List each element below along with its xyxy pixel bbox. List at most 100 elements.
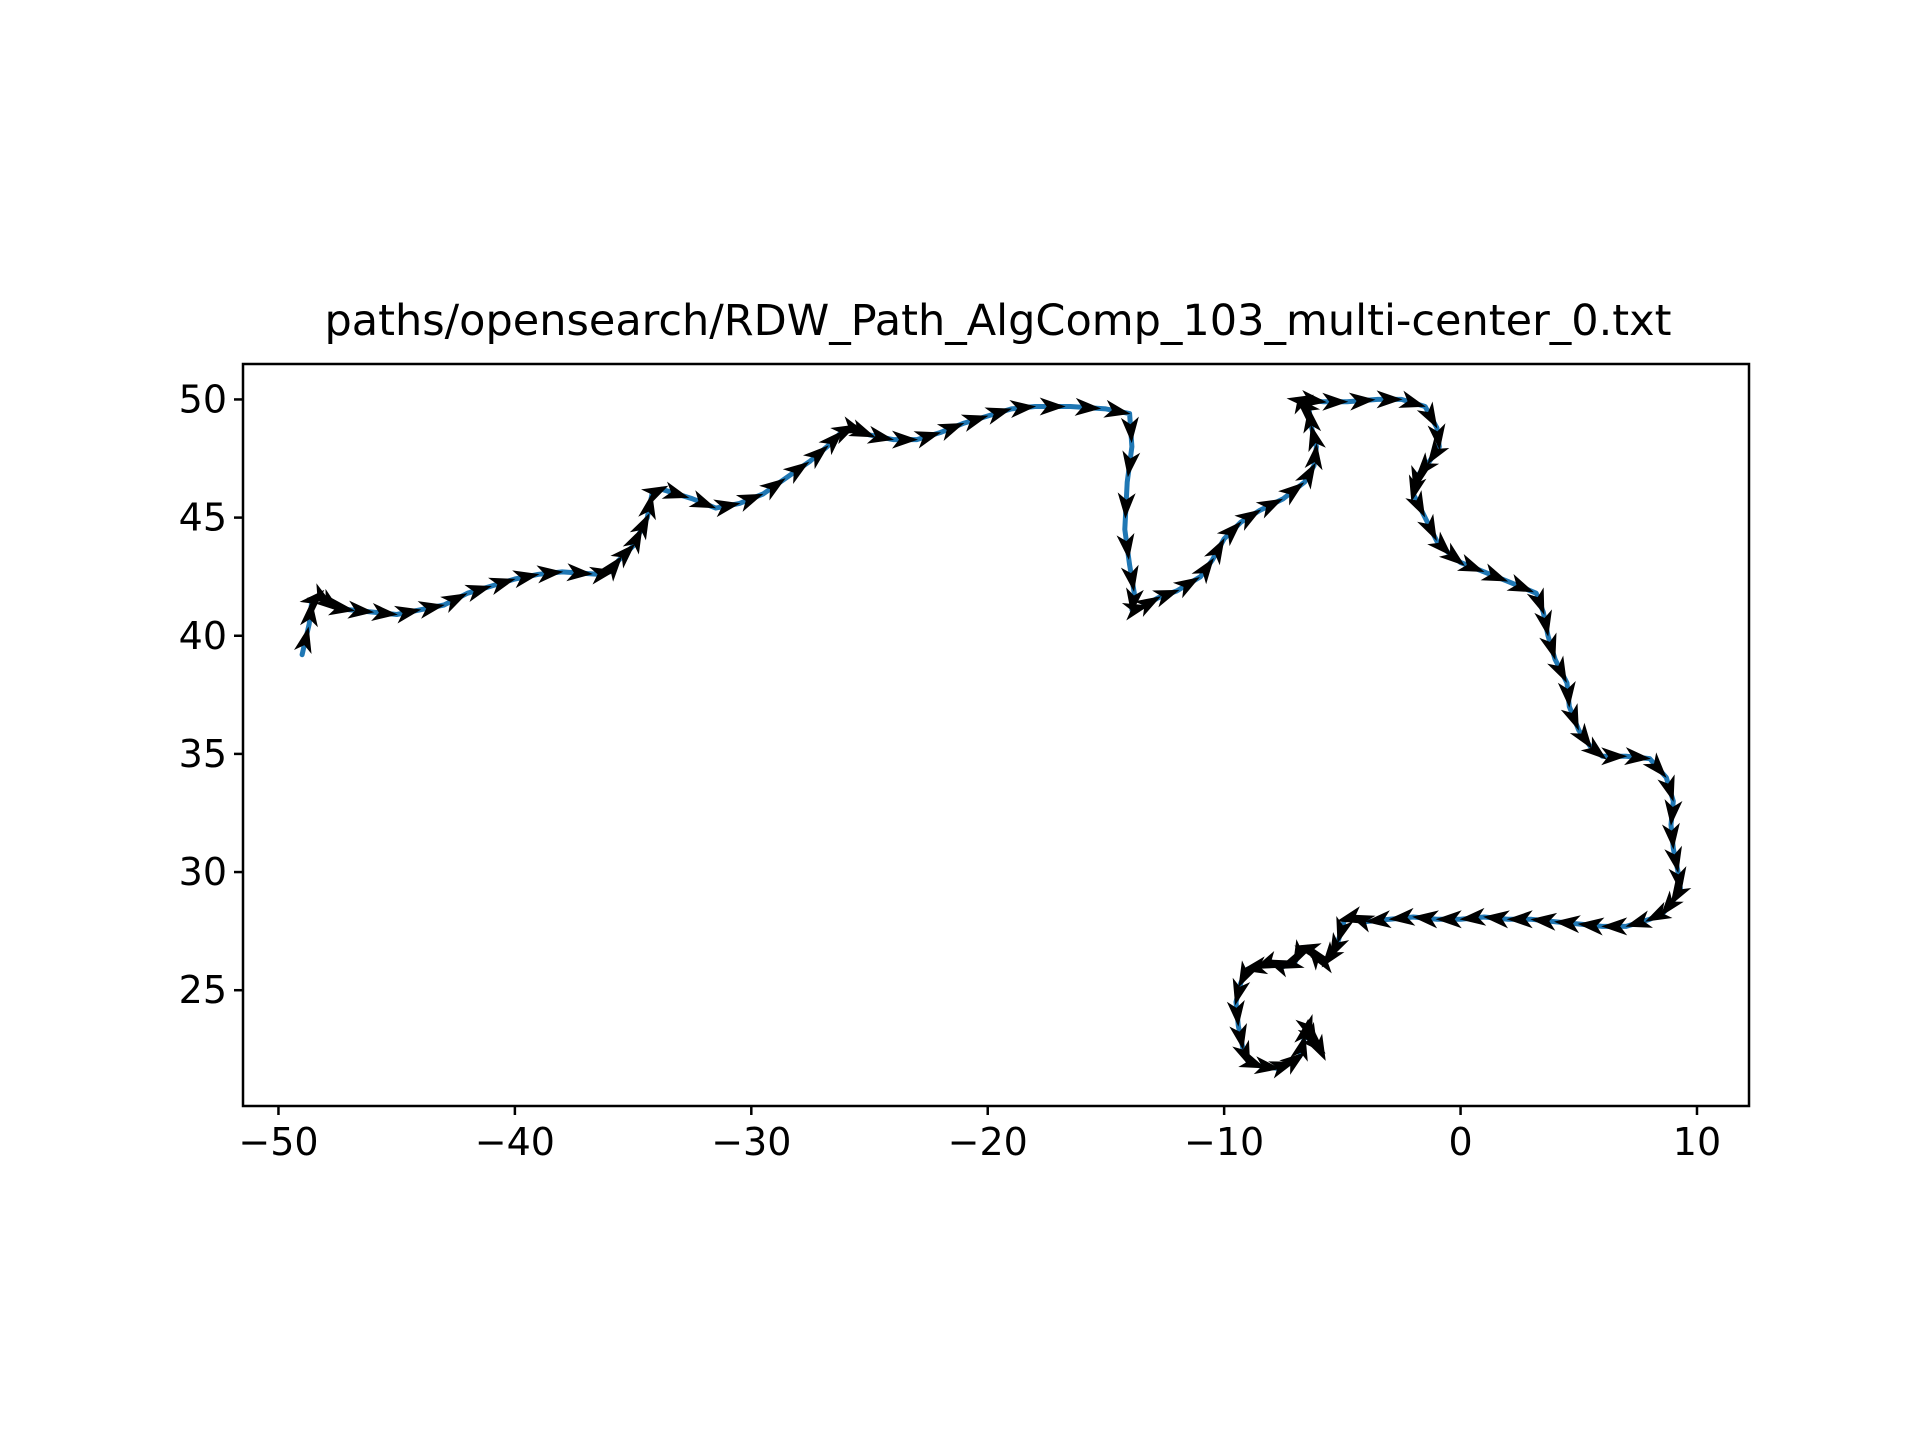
direction-arrow (1376, 390, 1403, 409)
direction-arrow (802, 445, 829, 470)
direction-arrow (417, 601, 445, 619)
direction-arrow (1569, 722, 1593, 750)
direction-arrow (1294, 943, 1322, 961)
direction-arrow (1534, 609, 1552, 637)
direction-arrow (327, 597, 356, 616)
x-tick-label: −10 (1184, 1120, 1264, 1164)
direction-arrow (1506, 910, 1533, 929)
direction-arrow (1601, 747, 1628, 766)
direction-arrow (393, 605, 422, 624)
direction-arrow (622, 527, 643, 555)
direction-arrow (1120, 564, 1139, 592)
direction-arrow (1645, 901, 1673, 922)
axes-frame (241, 362, 1751, 1108)
direction-arrow (599, 555, 623, 582)
direction-arrow (371, 603, 398, 621)
x-tick-label: −50 (238, 1120, 318, 1164)
direction-arrows (294, 390, 1692, 1079)
direction-arrow (960, 414, 989, 432)
direction-arrow (1234, 509, 1262, 531)
direction-arrow (1557, 680, 1576, 708)
direction-arrow (1039, 397, 1066, 416)
direction-arrow (1664, 799, 1683, 826)
direction-arrow (1416, 401, 1438, 429)
direction-arrow (1456, 554, 1485, 573)
direction-arrow (512, 570, 540, 589)
chart-title: paths/opensearch/RDW_Path_AlgComp_103_mu… (325, 296, 1672, 346)
direction-arrow (1601, 917, 1628, 936)
y-tick-label: 30 (179, 850, 227, 894)
direction-arrow (1172, 577, 1200, 599)
direction-arrow (1240, 956, 1269, 975)
direction-arrow (1661, 822, 1680, 850)
direction-arrow (1427, 531, 1452, 557)
x-tick-label: 0 (1448, 1120, 1472, 1164)
direction-arrow (1668, 866, 1687, 894)
direction-arrow (1417, 513, 1437, 542)
direction-arrow (1336, 906, 1365, 924)
direction-arrow (1191, 557, 1214, 585)
direction-arrow (1229, 1022, 1247, 1051)
direction-arrow (1255, 498, 1284, 519)
direction-arrow (1364, 910, 1392, 929)
direction-arrow (1009, 400, 1037, 418)
direction-arrow (1279, 1052, 1306, 1075)
direction-arrow (347, 600, 375, 619)
direction-arrow (1152, 589, 1180, 608)
direction-arrow (294, 626, 312, 654)
direction-arrow (1336, 916, 1354, 944)
direction-arrow (713, 499, 741, 518)
direction-arrow (1238, 1050, 1266, 1069)
direction-arrow (1304, 443, 1323, 471)
direction-arrow (1530, 912, 1558, 931)
direction-arrow (1308, 424, 1326, 453)
x-tick-label: −20 (948, 1120, 1028, 1164)
direction-arrow (1133, 596, 1161, 617)
direction-arrow (984, 407, 1012, 425)
direction-arrow (1122, 450, 1141, 478)
direction-arrow (1427, 423, 1446, 451)
direction-arrow (1307, 944, 1331, 971)
direction-arrow (1412, 910, 1439, 929)
plot-area (294, 390, 1692, 1079)
direction-arrow (629, 513, 650, 541)
direction-arrow (936, 422, 965, 441)
y-tick-label: 25 (179, 968, 227, 1012)
direction-arrow (641, 485, 669, 506)
direction-arrow (1103, 399, 1131, 418)
direction-arrow (1295, 462, 1316, 490)
y-axis: 25 30 35 40 45 50 (179, 377, 243, 1012)
direction-arrow (1405, 490, 1426, 518)
y-tick-label: 40 (179, 614, 227, 658)
direction-arrow (759, 478, 786, 501)
direction-arrow (440, 593, 468, 613)
direction-arrow (1547, 655, 1567, 683)
direction-arrow (1117, 492, 1136, 519)
direction-arrow (1526, 587, 1545, 615)
direction-arrow (488, 577, 516, 595)
direction-arrow (1408, 474, 1427, 502)
direction-arrow (1238, 960, 1259, 988)
direction-arrow (1292, 939, 1313, 967)
direction-arrow (1121, 603, 1150, 621)
direction-arrow (1664, 845, 1682, 873)
direction-arrow (1388, 907, 1416, 926)
direction-arrow (1560, 703, 1579, 731)
direction-arrow (610, 543, 636, 569)
direction-arrow (866, 425, 895, 444)
direction-arrow (1554, 915, 1581, 934)
direction-arrow (1116, 533, 1135, 560)
direction-arrow (1483, 910, 1510, 929)
direction-arrow (1459, 907, 1487, 926)
direction-arrow (1435, 910, 1462, 929)
direction-arrow (1580, 736, 1607, 760)
path-line-layer (299, 396, 1683, 1071)
direction-arrow (892, 430, 918, 449)
x-tick-label: 10 (1673, 1120, 1721, 1164)
direction-arrow (1306, 1033, 1326, 1061)
direction-arrow (1657, 774, 1675, 802)
direction-arrow (661, 481, 690, 499)
direction-arrow (735, 493, 764, 512)
direction-arrow (1299, 390, 1327, 408)
